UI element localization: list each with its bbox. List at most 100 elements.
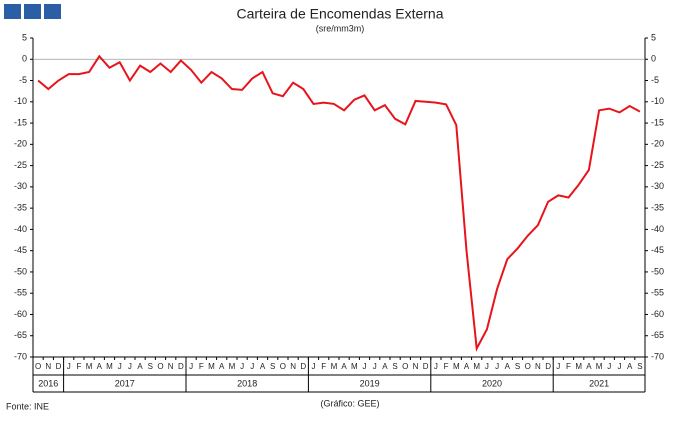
- x-tick-label: F: [321, 362, 326, 371]
- x-tick-label: N: [168, 362, 174, 371]
- x-tick-label: D: [423, 362, 429, 371]
- x-tick-label: A: [382, 362, 388, 371]
- x-tick-label: M: [351, 362, 358, 371]
- y-tick-label: -30: [14, 181, 27, 191]
- y-tick-label: -15: [14, 117, 27, 127]
- x-tick-label: S: [637, 362, 642, 371]
- x-tick-label: A: [219, 362, 225, 371]
- credit: (Gráfico: GEE): [320, 398, 379, 408]
- x-tick-label: J: [607, 362, 611, 371]
- x-tick-label: J: [618, 362, 622, 371]
- y-tick-label: -5: [651, 75, 659, 85]
- x-tick-label: D: [56, 362, 62, 371]
- y-tick-label: -40: [651, 224, 664, 234]
- y-tick-label: -10: [14, 96, 27, 106]
- y-tick-label: 0: [22, 54, 27, 64]
- year-label: 2018: [237, 378, 257, 388]
- y-tick-label: -60: [14, 309, 27, 319]
- source: Fonte: INE: [6, 401, 49, 411]
- year-label: 2021: [589, 378, 609, 388]
- logo: [24, 4, 41, 19]
- x-tick-label: J: [373, 362, 377, 371]
- y-tick-label: 5: [651, 32, 656, 42]
- logo: [4, 4, 21, 19]
- x-tick-label: J: [189, 362, 193, 371]
- y-tick-label: -45: [14, 245, 27, 255]
- y-tick-label: -70: [14, 351, 27, 361]
- y-tick-label: -55: [651, 288, 664, 298]
- x-tick-label: M: [473, 362, 480, 371]
- y-tick-label: -25: [651, 160, 664, 170]
- x-tick-label: M: [229, 362, 236, 371]
- x-tick-label: N: [535, 362, 541, 371]
- x-tick-label: F: [444, 362, 449, 371]
- x-tick-label: A: [627, 362, 633, 371]
- x-tick-label: N: [45, 362, 51, 371]
- x-tick-label: M: [106, 362, 113, 371]
- y-tick-label: -15: [651, 117, 664, 127]
- x-tick-label: S: [148, 362, 153, 371]
- x-tick-label: M: [596, 362, 603, 371]
- x-tick-label: M: [86, 362, 93, 371]
- x-tick-label: F: [199, 362, 204, 371]
- y-tick-label: -50: [14, 266, 27, 276]
- x-tick-label: J: [485, 362, 489, 371]
- year-label: 2020: [482, 378, 502, 388]
- chart-title: Carteira de Encomendas Externa: [237, 6, 444, 22]
- y-tick-label: -10: [651, 96, 664, 106]
- x-tick-label: J: [240, 362, 244, 371]
- x-tick-label: S: [392, 362, 397, 371]
- y-tick-label: -20: [14, 139, 27, 149]
- year-label: 2019: [360, 378, 380, 388]
- x-tick-label: A: [505, 362, 511, 371]
- x-tick-label: J: [67, 362, 71, 371]
- x-tick-label: O: [280, 362, 286, 371]
- x-tick-label: D: [545, 362, 551, 371]
- y-tick-label: -55: [14, 288, 27, 298]
- chart-subtitle: (sre/mm3m): [316, 23, 365, 33]
- y-tick-label: -65: [14, 330, 27, 340]
- x-tick-label: S: [515, 362, 520, 371]
- y-tick-label: -5: [19, 75, 27, 85]
- x-tick-label: F: [566, 362, 571, 371]
- y-tick-label: -40: [14, 224, 27, 234]
- y-tick-label: -70: [651, 351, 664, 361]
- x-tick-label: A: [137, 362, 143, 371]
- x-tick-label: M: [208, 362, 215, 371]
- x-tick-label: O: [35, 362, 41, 371]
- x-tick-label: A: [97, 362, 103, 371]
- x-tick-label: A: [464, 362, 470, 371]
- y-tick-label: -65: [651, 330, 664, 340]
- x-tick-label: O: [402, 362, 408, 371]
- x-tick-label: D: [178, 362, 184, 371]
- line-series: [37, 54, 641, 352]
- x-tick-label: J: [128, 362, 132, 371]
- y-tick-label: 5: [22, 32, 27, 42]
- y-tick-label: -30: [651, 181, 664, 191]
- logo: [44, 4, 61, 19]
- x-tick-label: M: [453, 362, 460, 371]
- x-tick-label: A: [341, 362, 347, 371]
- x-tick-label: D: [300, 362, 306, 371]
- x-tick-label: N: [290, 362, 296, 371]
- year-label: 2017: [115, 378, 135, 388]
- x-tick-label: J: [556, 362, 560, 371]
- x-tick-label: N: [413, 362, 419, 371]
- x-tick-label: S: [270, 362, 275, 371]
- x-tick-label: J: [495, 362, 499, 371]
- y-tick-label: -50: [651, 266, 664, 276]
- y-tick-label: 0: [651, 54, 656, 64]
- y-tick-label: -45: [651, 245, 664, 255]
- y-tick-label: -20: [651, 139, 664, 149]
- x-tick-label: O: [157, 362, 163, 371]
- y-tick-label: -25: [14, 160, 27, 170]
- y-tick-label: -60: [651, 309, 664, 319]
- x-tick-label: O: [525, 362, 531, 371]
- x-tick-label: J: [434, 362, 438, 371]
- x-tick-label: M: [331, 362, 338, 371]
- x-tick-label: A: [260, 362, 266, 371]
- x-tick-label: J: [250, 362, 254, 371]
- year-label: 2016: [38, 378, 58, 388]
- x-tick-label: F: [76, 362, 81, 371]
